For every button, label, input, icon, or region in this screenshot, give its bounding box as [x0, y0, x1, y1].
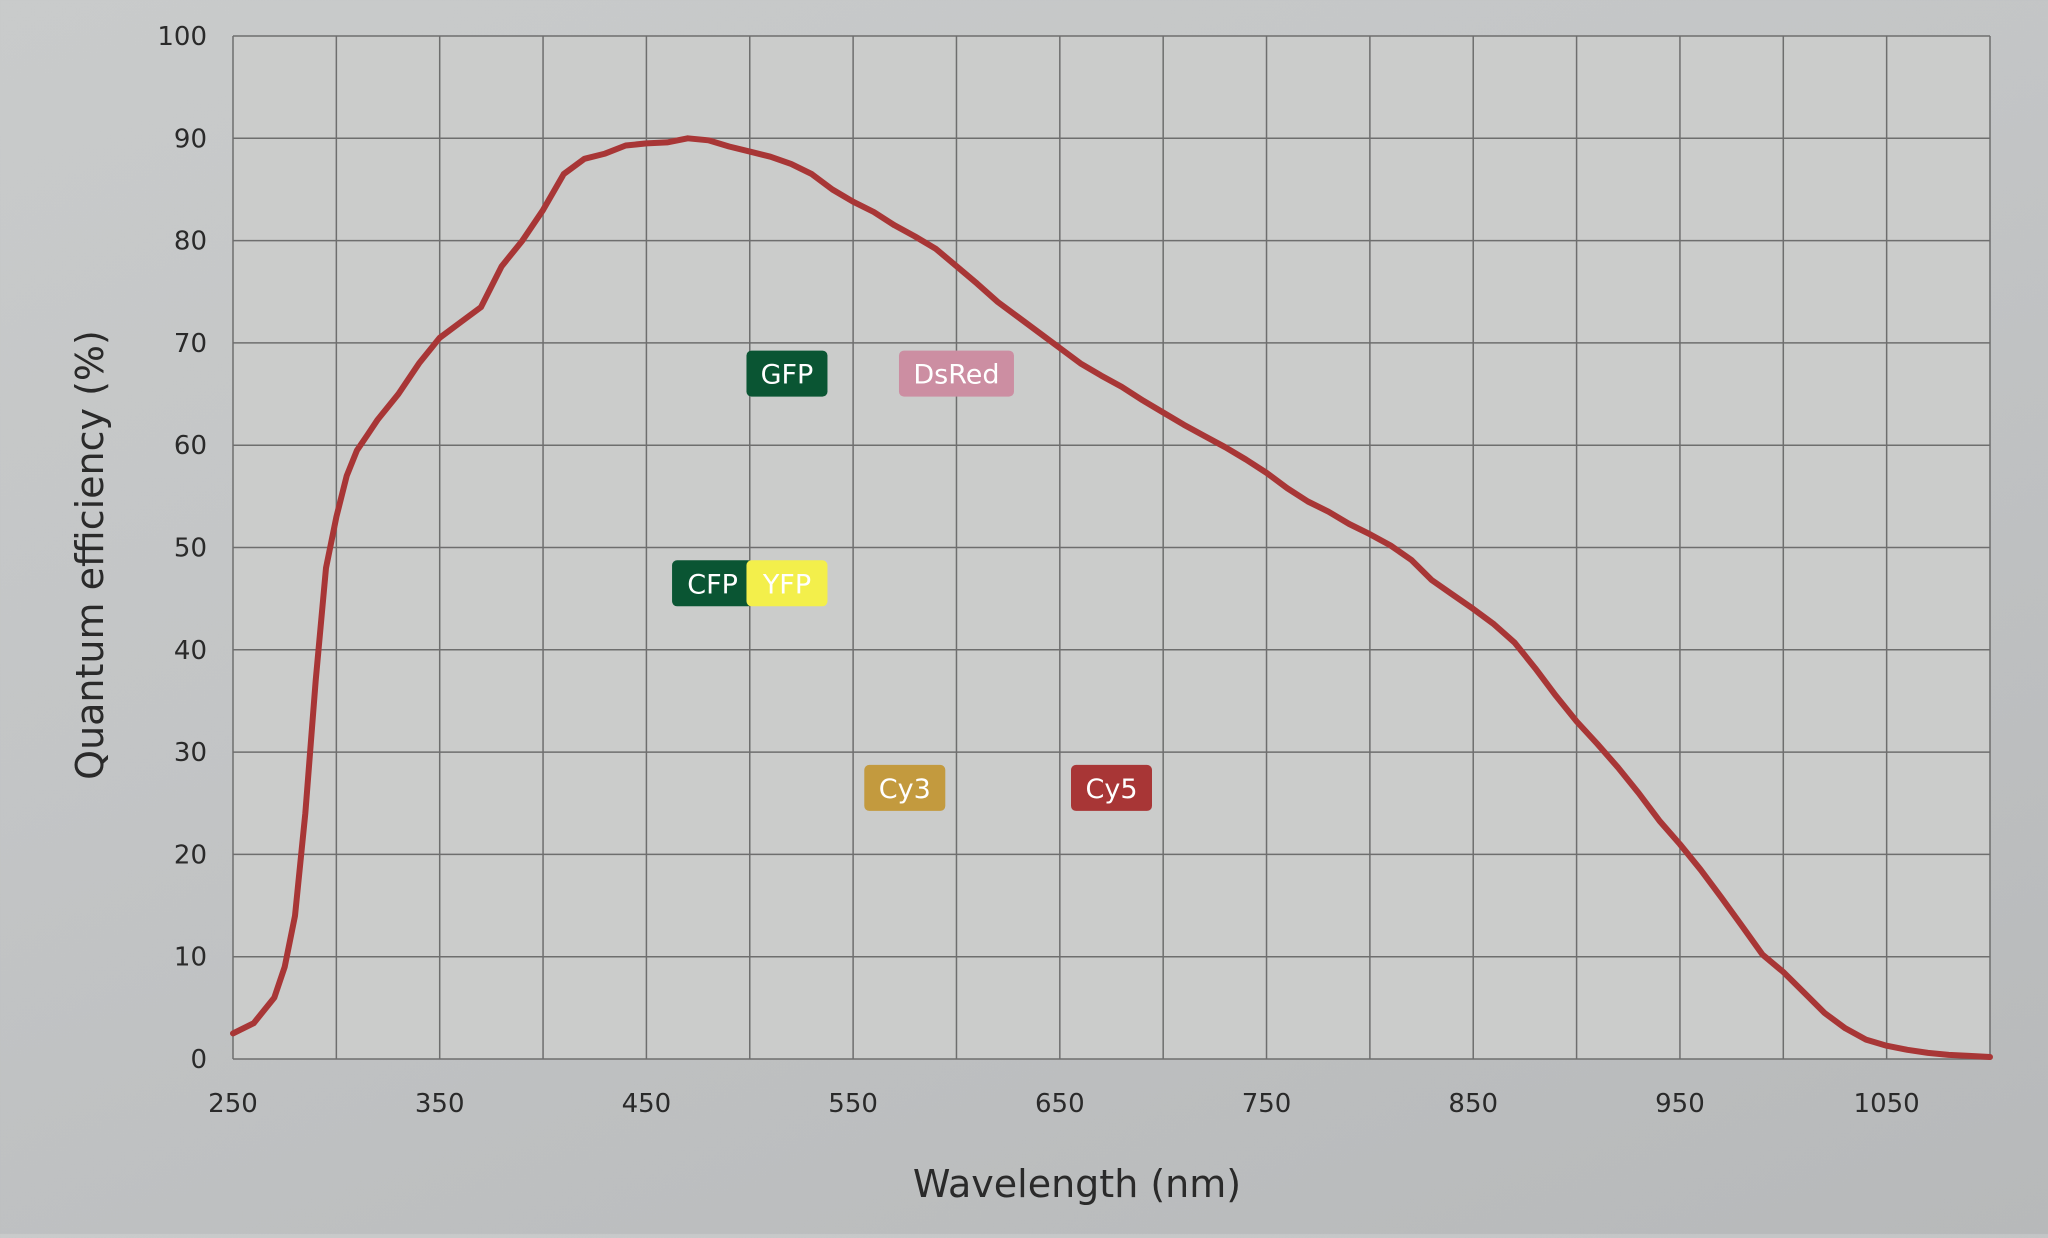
marker-yfp: YFP: [746, 560, 828, 607]
marker-label: CFP: [687, 569, 738, 600]
x-tick-label: 750: [1242, 1089, 1292, 1119]
qe-curve-line: [230, 135, 1993, 1060]
x-tick-label: 350: [415, 1089, 465, 1119]
marker-box: [746, 350, 828, 397]
marker-box: [898, 350, 1014, 397]
y-tick-label: 30: [174, 738, 207, 768]
y-tick-label: 80: [174, 227, 207, 257]
marker-gfp: GFP: [746, 350, 828, 397]
marker-label: Cy5: [1085, 774, 1137, 805]
grid: [232, 35, 1991, 1060]
y-tick-label: 0: [190, 1045, 207, 1075]
x-tick-label: 650: [1035, 1089, 1085, 1119]
fluorophore-markers: GFP DsRed CFP YFP Cy3 Cy5: [672, 350, 1152, 811]
y-axis-ticks: 0 10 20 30 40 50 60 70 80 90 100: [157, 22, 207, 1075]
marker-box: [1071, 764, 1152, 811]
marker-cfp: CFP: [672, 560, 754, 607]
marker-label: YFP: [762, 569, 811, 600]
marker-label: DsRed: [913, 360, 999, 391]
y-tick-label: 70: [174, 329, 207, 359]
y-axis-title: Quantum efficiency (%): [68, 330, 112, 780]
x-tick-label: 850: [1448, 1089, 1498, 1119]
marker-label: GFP: [761, 360, 814, 391]
x-tick-label: 450: [622, 1089, 672, 1119]
marker-box: [864, 764, 946, 811]
x-tick-label: 550: [828, 1089, 878, 1119]
y-tick-label: 10: [174, 943, 207, 973]
marker-dsred: DsRed: [898, 350, 1014, 397]
x-axis-title: Wavelength (nm): [913, 1162, 1241, 1206]
marker-cy3: Cy3: [864, 764, 946, 811]
marker-box: [746, 560, 828, 607]
x-tick-label: 1050: [1854, 1089, 1920, 1119]
x-tick-label: 950: [1655, 1089, 1705, 1119]
y-tick-label: 40: [174, 636, 207, 666]
marker-label: Cy3: [879, 774, 931, 805]
y-tick-label: 20: [174, 840, 207, 870]
y-tick-label: 50: [174, 534, 207, 564]
y-tick-label: 100: [157, 22, 207, 52]
x-tick-label: 250: [208, 1089, 258, 1119]
marker-box: [672, 560, 754, 607]
y-tick-label: 90: [174, 124, 207, 154]
x-axis-ticks: 250 350 450 550 650 750 850 950 1050: [208, 1089, 1920, 1119]
y-tick-label: 60: [174, 431, 207, 461]
marker-cy5: Cy5: [1071, 764, 1152, 811]
